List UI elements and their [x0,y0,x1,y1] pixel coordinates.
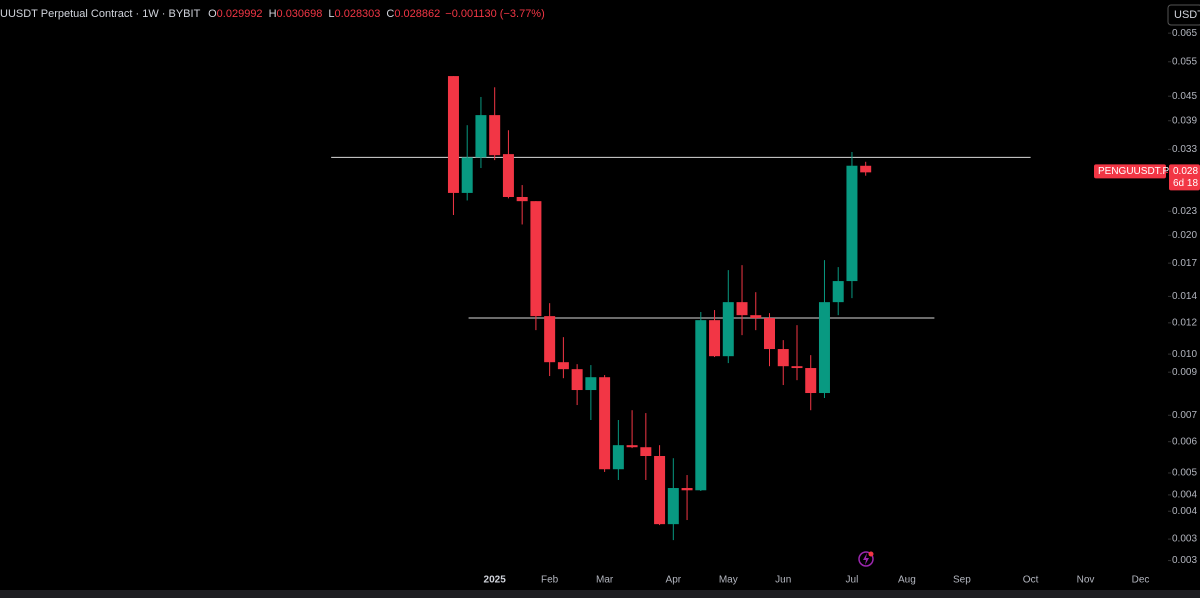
candle-body [489,115,501,156]
candle-body [832,281,844,303]
price-tag-label: 0.028 [1173,166,1198,177]
x-tick-label: Dec [1132,575,1150,586]
legend-value: 0.029992 [217,8,263,20]
y-tick-label: 0.012 [1172,317,1197,328]
y-tick-label: 0.003 [1172,534,1197,545]
candle-body [681,488,693,491]
candle-body [557,362,569,370]
candle-body [777,349,789,367]
y-tick-label: 0.014 [1172,291,1197,302]
candle-body [516,196,528,202]
legend-value: 0.028303 [335,8,381,20]
y-tick-label: 0.009 [1172,367,1197,378]
candle-body [750,315,762,319]
y-tick-label: 0.033 [1172,144,1197,155]
candle-body [818,302,830,394]
candle-body [585,377,597,391]
legend-label: C [386,8,394,20]
currency-label[interactable]: USDT [1174,9,1200,21]
candle-body [612,445,624,470]
x-tick-label: Aug [898,575,916,586]
candle-body [695,320,707,491]
candle-body [530,201,542,317]
bottom-bar [0,590,1200,598]
y-tick-label: 0.010 [1172,349,1197,360]
y-tick-label: 0.007 [1172,410,1197,421]
x-tick-label: Jul [846,575,859,586]
candle-body [626,445,638,448]
y-tick-label: 0.065 [1172,28,1197,39]
candle-body [709,320,721,357]
y-tick-label: 0.006 [1172,436,1197,447]
candle-body [805,368,817,394]
candle-body [640,447,652,457]
y-tick-label: 0.004 [1172,490,1197,501]
x-tick-label: Sep [953,575,971,586]
y-tick-label: 0.055 [1172,56,1197,67]
y-tick-label: 0.045 [1172,91,1197,102]
x-tick-label: May [719,575,738,586]
change-label: −0.001130 (−3.77%) [445,8,544,20]
currency-button[interactable] [1167,4,1200,26]
candle-body [654,456,666,525]
candle-body [447,76,459,193]
y-tick-label: 0.039 [1172,115,1197,126]
y-tick-label: 0.005 [1172,468,1197,479]
x-tick-label: 2025 [484,575,507,586]
candle-body [599,377,611,470]
candle-body [544,316,556,363]
legend-label: O [208,8,217,20]
y-tick-label: 0.017 [1172,258,1197,269]
x-tick-label: Mar [596,575,614,586]
x-tick-label: Jun [775,575,791,586]
symbol-tag-bg [1094,164,1166,179]
candle-body [475,115,487,158]
candle-body [846,165,858,282]
x-tick-label: Apr [666,575,682,586]
legend-label: H [269,8,277,20]
candle-body [764,318,776,350]
x-tick-label: Feb [541,575,559,586]
x-tick-label: Nov [1077,575,1095,586]
legend-value: 0.030698 [277,8,323,20]
y-tick-label: 0.023 [1172,206,1197,217]
candle-body [791,366,803,369]
candle-body [722,302,734,357]
legend-value: 0.028862 [394,8,440,20]
price-tag-countdown: 6d 18 [1173,178,1198,189]
y-tick-label: 0.020 [1172,230,1197,241]
x-tick-label: Oct [1023,575,1039,586]
y-tick-label: 0.004 [1172,506,1197,517]
symbol-tag: PENGUUSDT.P [1098,166,1169,177]
chart-title: UUSDT Perpetual Contract · 1W · BYBIT [0,8,201,20]
candle-body [860,165,872,173]
candle-body [667,488,679,525]
alert-icon[interactable] [858,551,874,567]
price-tag-bg [1169,164,1200,191]
header-text: UUSDT Perpetual Contract · 1W · BYBIT O0.… [0,8,545,20]
candle-body [571,369,583,391]
header: UUSDT Perpetual Contract · 1W · BYBIT O0.… [0,8,545,20]
legend-label: L [328,8,334,20]
candle-body [502,154,514,197]
y-tick-label: 0.003 [1172,555,1197,566]
candle-body [736,302,748,316]
candle-body [461,157,473,193]
